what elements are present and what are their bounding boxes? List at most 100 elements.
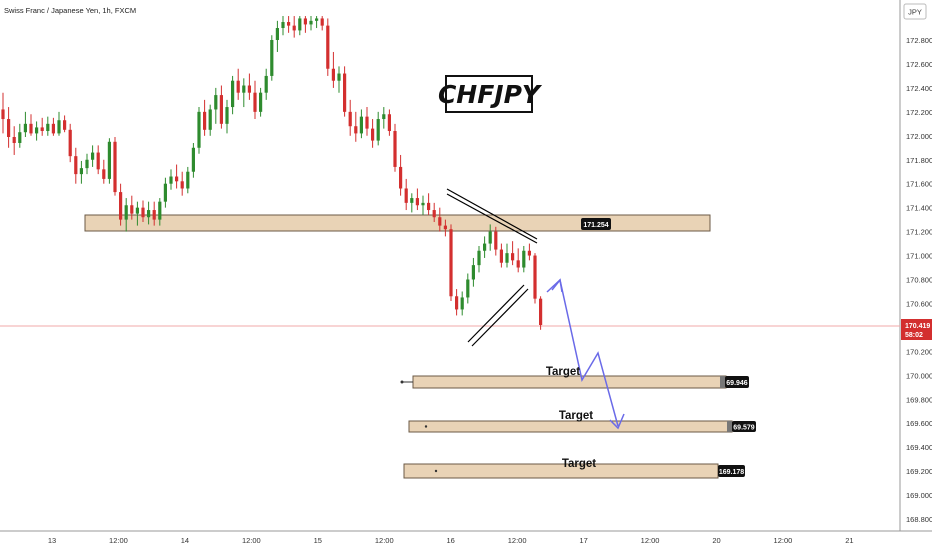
candle-up[interactable] [309, 20, 313, 25]
candle-up[interactable] [483, 243, 487, 251]
candle-down[interactable] [331, 68, 335, 81]
candle-down[interactable] [393, 131, 397, 167]
candle-up[interactable] [46, 123, 50, 132]
candle-down[interactable] [516, 260, 520, 268]
candle-down[interactable] [499, 249, 503, 263]
target-zone-2[interactable] [408, 420, 733, 433]
candle-up[interactable] [298, 18, 302, 31]
candle-down[interactable] [74, 156, 78, 175]
candle-up[interactable] [460, 297, 464, 310]
candle-down[interactable] [365, 116, 369, 129]
candle-down[interactable] [527, 250, 531, 256]
candle-up[interactable] [107, 141, 111, 179]
candle-up[interactable] [35, 127, 39, 134]
candle-up[interactable] [505, 253, 509, 263]
candle-down[interactable] [415, 198, 419, 206]
candle-up[interactable] [421, 202, 425, 206]
candle-up[interactable] [163, 183, 167, 202]
candle-down[interactable] [247, 85, 251, 93]
candle-up[interactable] [197, 111, 201, 148]
candle-down[interactable] [404, 188, 408, 203]
candle-up[interactable] [214, 95, 218, 110]
candle-down[interactable] [51, 123, 55, 134]
candle-down[interactable] [219, 95, 223, 124]
candle-up[interactable] [359, 116, 363, 134]
candle-down[interactable] [371, 128, 375, 141]
candle-down[interactable] [387, 114, 391, 132]
candle-up[interactable] [281, 22, 285, 29]
candle-down[interactable] [511, 253, 515, 261]
candle-up[interactable] [315, 18, 319, 21]
candle-down[interactable] [432, 210, 436, 218]
candle-down[interactable] [326, 25, 330, 69]
candle-down[interactable] [141, 207, 145, 218]
candle-up[interactable] [23, 123, 27, 133]
candle-up[interactable] [376, 119, 380, 141]
candle-down[interactable] [119, 192, 123, 220]
candle-up[interactable] [91, 152, 95, 160]
candle-up[interactable] [147, 210, 151, 218]
candle-down[interactable] [102, 169, 106, 179]
candle-down[interactable] [7, 119, 11, 137]
candle-up[interactable] [270, 40, 274, 76]
triangle-lower-line-b[interactable] [471, 288, 529, 347]
candle-up[interactable] [85, 159, 89, 169]
candle-down[interactable] [12, 136, 16, 143]
triangle-upper-line-b[interactable] [446, 193, 538, 244]
candle-up[interactable] [275, 28, 279, 40]
candle-down[interactable] [40, 127, 44, 132]
candle-up[interactable] [337, 73, 341, 81]
candle-down[interactable] [152, 210, 156, 220]
candle-down[interactable] [303, 18, 307, 25]
candle-up[interactable] [410, 198, 414, 203]
candle-down[interactable] [287, 22, 291, 26]
candle-up[interactable] [231, 80, 235, 108]
candle-down[interactable] [494, 231, 498, 250]
candle-down[interactable] [348, 111, 352, 127]
candle-down[interactable] [455, 296, 459, 310]
candle-up[interactable] [259, 92, 263, 112]
candle-down[interactable] [443, 225, 447, 230]
candle-down[interactable] [203, 111, 207, 130]
candle-down[interactable] [320, 18, 324, 26]
candle-down[interactable] [236, 80, 240, 93]
candle-down[interactable] [253, 92, 257, 112]
support-resistance-zone[interactable] [84, 214, 711, 232]
candle-up[interactable] [208, 109, 212, 130]
candle-up[interactable] [477, 250, 481, 266]
candle-down[interactable] [130, 205, 134, 214]
candle-down[interactable] [438, 217, 442, 226]
projection-path[interactable] [546, 278, 619, 427]
candle-up[interactable] [466, 279, 470, 298]
candle-down[interactable] [96, 152, 100, 170]
candle-down[interactable] [427, 202, 431, 211]
candle-down[interactable] [449, 229, 453, 297]
candle-up[interactable] [186, 171, 190, 189]
candle-up[interactable] [124, 205, 128, 220]
candle-up[interactable] [158, 201, 162, 220]
candle-up[interactable] [57, 120, 61, 134]
candle-down[interactable] [354, 126, 358, 134]
candle-up[interactable] [169, 176, 173, 184]
candle-down[interactable] [292, 25, 296, 31]
candle-up[interactable] [488, 231, 492, 244]
candle-up[interactable] [242, 85, 246, 93]
candle-down[interactable] [533, 255, 537, 299]
triangle-lower-line-a[interactable] [467, 284, 525, 343]
candle-up[interactable] [471, 265, 475, 280]
candle-down[interactable] [1, 109, 5, 120]
candle-up[interactable] [135, 207, 139, 214]
candle-down[interactable] [343, 73, 347, 112]
candle-up[interactable] [79, 168, 83, 175]
candle-down[interactable] [29, 123, 33, 134]
candle-down[interactable] [175, 176, 179, 182]
candle-up[interactable] [382, 114, 386, 120]
candle-down[interactable] [63, 120, 67, 130]
candle-down[interactable] [180, 181, 184, 189]
candle-up[interactable] [264, 75, 268, 93]
candle-down[interactable] [539, 298, 543, 326]
candle-up[interactable] [522, 250, 526, 268]
candle-up[interactable] [191, 147, 195, 172]
triangle-upper-line-a[interactable] [446, 188, 538, 240]
